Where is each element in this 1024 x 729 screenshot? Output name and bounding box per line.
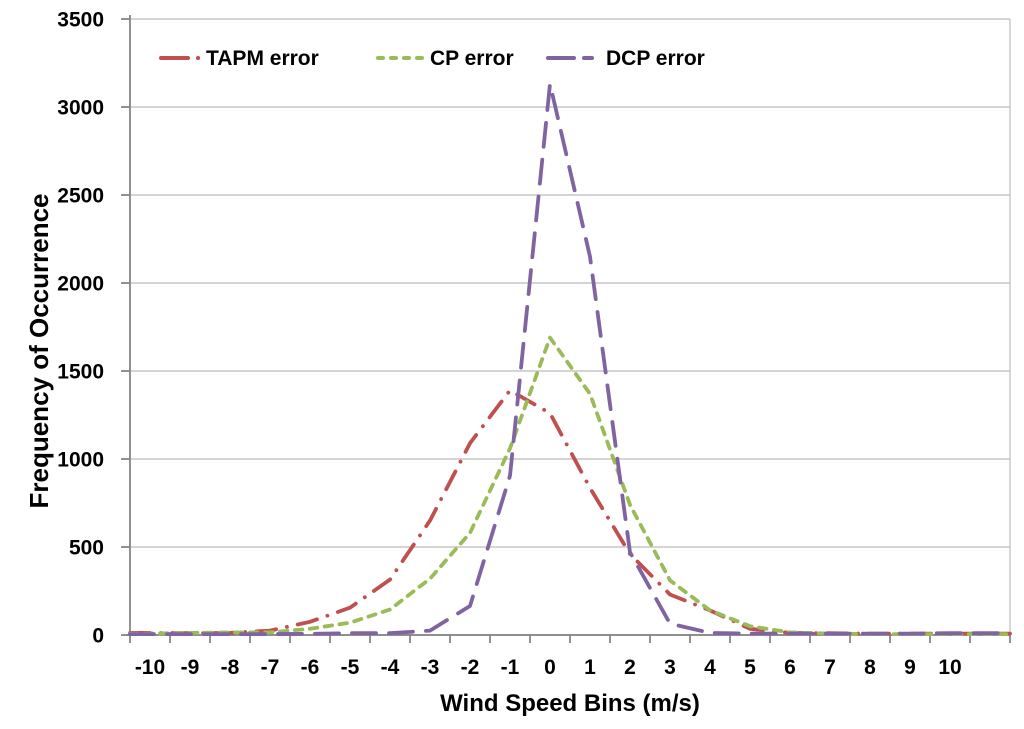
series-line-cp-error [128, 335, 1012, 636]
x-tick-label: 7 [824, 656, 836, 679]
y-tick-label: 500 [69, 536, 104, 559]
x-tick-label: -6 [301, 656, 320, 679]
x-tick-label: -1 [501, 656, 520, 679]
x-tick-label: -3 [421, 656, 440, 679]
x-axis-title: Wind Speed Bins (m/s) [440, 690, 700, 717]
y-tick-label: 3000 [57, 96, 104, 119]
x-tick-label: 1 [584, 656, 596, 679]
x-tick-label: 0 [544, 656, 556, 679]
x-tick-label: 2 [624, 656, 636, 679]
x-tick-label: -4 [381, 656, 400, 679]
y-tick-label: 0 [92, 624, 104, 647]
x-tick-label: 4 [704, 656, 716, 679]
y-tick-label: 3500 [57, 8, 104, 31]
x-tick-label: -9 [181, 656, 200, 679]
series-line-dcp-error [128, 82, 1012, 636]
x-tick-label: 9 [904, 656, 916, 679]
x-tick-label: 6 [784, 656, 796, 679]
series-line-tapm-error [128, 388, 1012, 636]
y-axis-title: Frequency of Occurrence [24, 194, 54, 509]
x-tick-label: -2 [461, 656, 480, 679]
legend-label-dcp-error: DCP error [606, 47, 705, 70]
y-tick-label: 2000 [57, 272, 104, 295]
y-tick-label: 1000 [57, 448, 104, 471]
y-tick-label: 2500 [57, 184, 104, 207]
x-tick-label: -7 [261, 656, 280, 679]
x-tick-label: -5 [341, 656, 360, 679]
x-tick-label: 3 [664, 656, 676, 679]
x-tick-label: 5 [744, 656, 756, 679]
x-tick-label: -8 [221, 656, 240, 679]
x-tick-label: -10 [135, 656, 165, 679]
legend-label-tapm-error: TAPM error [206, 47, 319, 70]
y-tick-label: 1500 [57, 360, 104, 383]
x-tick-label: 8 [864, 656, 876, 679]
x-tick-label: 10 [938, 656, 961, 679]
legend-label-cp-error: CP error [430, 47, 514, 70]
